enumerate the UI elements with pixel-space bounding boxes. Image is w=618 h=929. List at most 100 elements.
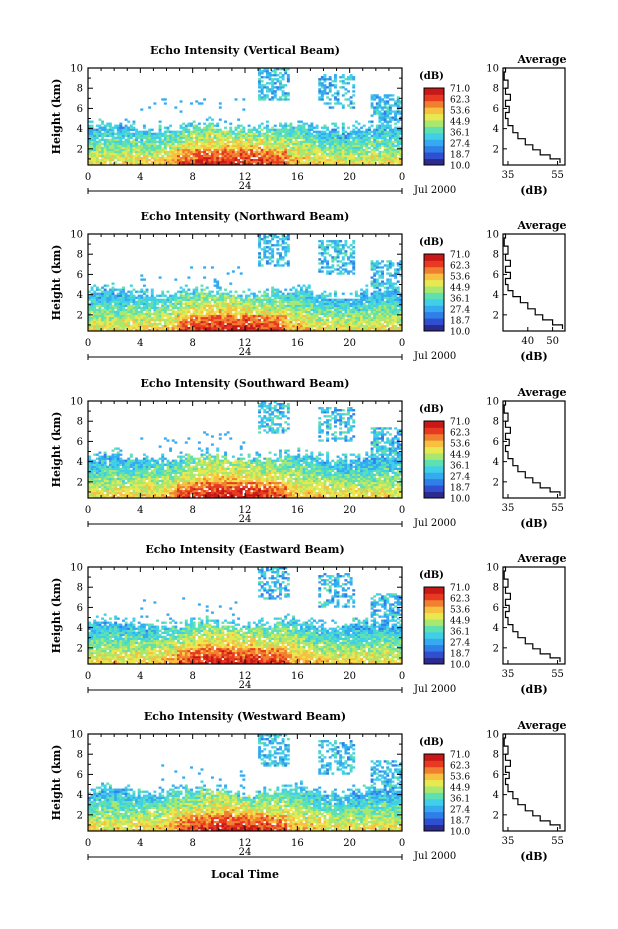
- heatmap-cell: [276, 320, 280, 324]
- heatmap-cell: [119, 294, 123, 297]
- heatmap-cell: [103, 134, 107, 138]
- heatmap-cell: [106, 296, 110, 299]
- heatmap-cell: [122, 296, 125, 299]
- heatmap-cell: [276, 326, 280, 330]
- heatmap-cell: [357, 142, 361, 146]
- heatmap-cell: [310, 136, 314, 140]
- heatmap-cell: [302, 162, 306, 166]
- heatmap-cell: [399, 102, 403, 105]
- heatmap-cell: [357, 320, 361, 324]
- heatmap-cell: [140, 318, 144, 322]
- heatmap-cell: [255, 140, 259, 144]
- heatmap-cell: [268, 302, 272, 306]
- heatmap-cell: [255, 136, 259, 140]
- heatmap-cell: [98, 304, 102, 308]
- heatmap-cell: [153, 136, 157, 140]
- heatmap-cell: [192, 156, 196, 160]
- heatmap-cell: [341, 148, 345, 152]
- heatmap-cell: [378, 302, 382, 306]
- heatmap-cell: [286, 322, 290, 326]
- heatmap-cell: [127, 290, 131, 293]
- heatmap-cell: [216, 320, 220, 324]
- heatmap-cell: [169, 300, 173, 304]
- heatmap-cell: [98, 328, 102, 332]
- heatmap-cell: [386, 94, 390, 97]
- heatmap-cell: [192, 140, 196, 144]
- heatmap-cell: [197, 310, 201, 314]
- colorbar-swatch: [424, 113, 444, 121]
- heatmap-cell: [375, 308, 379, 312]
- heatmap-cell: [101, 318, 104, 322]
- heatmap-cell: [333, 162, 337, 166]
- heatmap-cell: [174, 294, 178, 297]
- average-line: [503, 67, 561, 163]
- heatmap-cell: [318, 150, 322, 154]
- heatmap-cell: [344, 298, 348, 301]
- heatmap-cell: [271, 324, 275, 328]
- heatmap-cell: [88, 308, 91, 312]
- heatmap-cell: [122, 142, 125, 146]
- heatmap-cell: [349, 270, 353, 273]
- heatmap-cell: [328, 292, 332, 295]
- heatmap-cell: [208, 290, 212, 293]
- heatmap-cell: [354, 148, 358, 152]
- heatmap-cell: [169, 308, 173, 312]
- heatmap-cell: [313, 296, 316, 299]
- heatmap-cell: [320, 310, 324, 314]
- heatmap-cell: [93, 310, 97, 314]
- heatmap-cell: [328, 82, 332, 85]
- heatmap-cell: [265, 292, 269, 295]
- heatmap-cell: [315, 310, 319, 314]
- heatmap-cell: [370, 262, 374, 265]
- heatmap-cell: [281, 146, 285, 150]
- heatmap-cell: [281, 306, 285, 310]
- heatmap-cell: [122, 322, 125, 326]
- heatmap-cell: [263, 304, 267, 308]
- heatmap-cell: [271, 128, 275, 131]
- heatmap-cell: [333, 298, 337, 301]
- heatmap-cell: [122, 144, 125, 148]
- heatmap-cell: [163, 156, 167, 160]
- heatmap-cell: [307, 320, 311, 324]
- heatmap-cell: [391, 158, 395, 162]
- heatmap-cell: [135, 138, 139, 142]
- heatmap-cell: [333, 78, 337, 81]
- heatmap-cell: [93, 142, 97, 146]
- heatmap-cell: [137, 304, 141, 308]
- heatmap-cell: [394, 130, 398, 133]
- heatmap-cell: [208, 316, 212, 320]
- heatmap-cell: [224, 304, 227, 308]
- heatmap-cell: [357, 122, 361, 125]
- heatmap-cell: [286, 124, 290, 127]
- heatmap-cell: [265, 136, 269, 140]
- heatmap-cell: [265, 326, 269, 330]
- heatmap-cell: [352, 260, 356, 263]
- heatmap-cell: [200, 308, 204, 312]
- heatmap-cell: [255, 148, 259, 152]
- heatmap-cell: [258, 156, 261, 160]
- heatmap-cell: [302, 294, 306, 297]
- heatmap-cell: [245, 158, 248, 162]
- heatmap-cell: [284, 312, 288, 316]
- heatmap-cell: [150, 156, 154, 160]
- heatmap-cell: [129, 306, 133, 310]
- heatmap-cell: [339, 76, 343, 79]
- heatmap-cell: [286, 234, 290, 237]
- heatmap-cell: [208, 312, 212, 316]
- heatmap-cell: [265, 246, 269, 249]
- heatmap-cell: [360, 160, 364, 164]
- heatmap-cell: [370, 298, 374, 301]
- heatmap-cell: [344, 242, 348, 245]
- heatmap-cell: [307, 314, 311, 318]
- heatmap-cell: [124, 152, 128, 156]
- heatmap-cell: [313, 144, 316, 148]
- heatmap-cell: [328, 158, 332, 162]
- colorbar-swatch: [424, 100, 444, 108]
- heatmap-cell: [328, 132, 332, 135]
- heatmap-cell: [203, 144, 207, 148]
- heatmap-cell: [328, 266, 332, 269]
- heatmap-cell: [263, 290, 267, 293]
- heatmap-cell: [341, 306, 345, 310]
- heatmap-cell: [174, 324, 178, 328]
- heatmap-cell: [237, 296, 241, 299]
